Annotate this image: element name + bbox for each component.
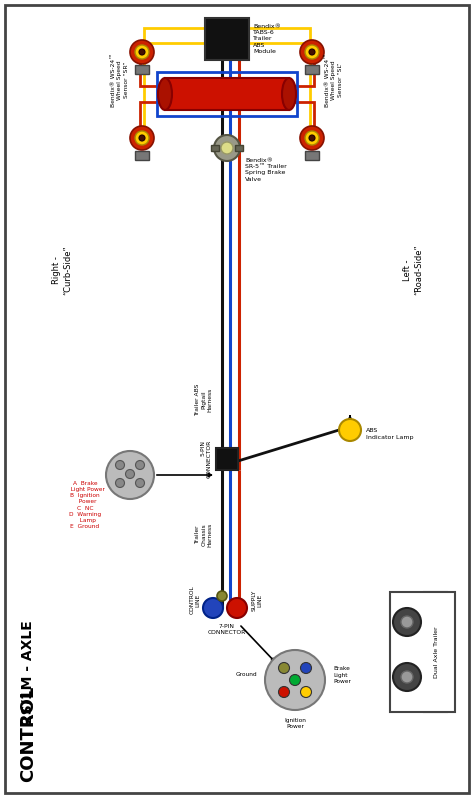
Text: ABS
Indicator Lamp: ABS Indicator Lamp — [366, 429, 413, 440]
Text: Ignition
Power: Ignition Power — [284, 718, 306, 729]
Circle shape — [301, 662, 311, 674]
Bar — [305, 65, 319, 74]
Text: 7-PIN
CONNECTOR: 7-PIN CONNECTOR — [208, 624, 246, 635]
Ellipse shape — [158, 78, 172, 110]
Circle shape — [401, 616, 413, 628]
Circle shape — [305, 131, 319, 145]
Circle shape — [309, 135, 315, 141]
Circle shape — [227, 598, 247, 618]
Circle shape — [305, 45, 319, 59]
Circle shape — [135, 45, 149, 59]
Circle shape — [214, 135, 240, 161]
Bar — [135, 151, 149, 160]
Text: Left -
“Road-Side”: Left - “Road-Side” — [403, 245, 423, 295]
Bar — [235, 145, 243, 151]
Ellipse shape — [282, 78, 296, 110]
Circle shape — [290, 674, 301, 685]
Text: Bendix®
SR-5™ Trailer
Spring Brake
Valve: Bendix® SR-5™ Trailer Spring Brake Valve — [245, 158, 287, 182]
Circle shape — [130, 126, 154, 150]
Circle shape — [300, 40, 324, 64]
Circle shape — [139, 135, 145, 141]
Text: Bendix®
TABS-6
Trailer
ABS
Module: Bendix® TABS-6 Trailer ABS Module — [253, 24, 281, 54]
Text: Bendix® WS-24™
Wheel Speed
Sensor “SR”: Bendix® WS-24™ Wheel Speed Sensor “SR” — [111, 53, 129, 107]
Circle shape — [116, 460, 125, 469]
Circle shape — [116, 479, 125, 488]
Circle shape — [309, 49, 315, 55]
Circle shape — [265, 650, 325, 710]
Circle shape — [339, 419, 361, 441]
Text: CONTROL
LINE: CONTROL LINE — [190, 586, 201, 614]
Bar — [211, 145, 219, 151]
Text: A  Brake
   Light Power
B  Ignition
   Power
C  NC
D  Warning
   Lamp
E  Ground: A Brake Light Power B Ignition Power C N… — [65, 481, 105, 529]
Bar — [305, 151, 319, 160]
Circle shape — [203, 598, 223, 618]
Circle shape — [136, 460, 145, 469]
Circle shape — [300, 126, 324, 150]
Text: Brake
Light
Power: Brake Light Power — [333, 666, 351, 684]
Text: Trailer
Chassis
Harness: Trailer Chassis Harness — [195, 523, 213, 547]
Bar — [216, 448, 238, 470]
Text: Ground: Ground — [236, 673, 257, 678]
Circle shape — [136, 479, 145, 488]
Circle shape — [126, 469, 135, 479]
Text: SUPPLY
LINE: SUPPLY LINE — [251, 590, 263, 610]
Text: CONTROL: CONTROL — [19, 685, 37, 782]
Circle shape — [279, 662, 290, 674]
Bar — [135, 65, 149, 74]
Circle shape — [401, 671, 413, 683]
Circle shape — [106, 451, 154, 499]
Bar — [390, 592, 455, 712]
Text: Bendix® WS-24™
Wheel Speed
Sensor “SL”: Bendix® WS-24™ Wheel Speed Sensor “SL” — [325, 53, 343, 107]
Bar — [205, 18, 249, 60]
Circle shape — [279, 686, 290, 697]
Circle shape — [217, 591, 227, 601]
Text: Trailer ABS
Pigtail
Harness: Trailer ABS Pigtail Harness — [195, 384, 213, 417]
Circle shape — [393, 663, 421, 691]
Text: 2S/1M - AXLE: 2S/1M - AXLE — [21, 620, 35, 724]
Bar — [165, 78, 289, 110]
Circle shape — [221, 142, 233, 154]
Circle shape — [130, 40, 154, 64]
Circle shape — [393, 608, 421, 636]
Circle shape — [139, 49, 145, 55]
Circle shape — [301, 686, 311, 697]
Text: Right -
“Curb-Side”: Right - “Curb-Side” — [52, 245, 72, 295]
Circle shape — [135, 131, 149, 145]
Text: 5-PIN
CONNECTOR: 5-PIN CONNECTOR — [201, 440, 212, 478]
Text: Dual Axle Trailer: Dual Axle Trailer — [435, 626, 439, 678]
